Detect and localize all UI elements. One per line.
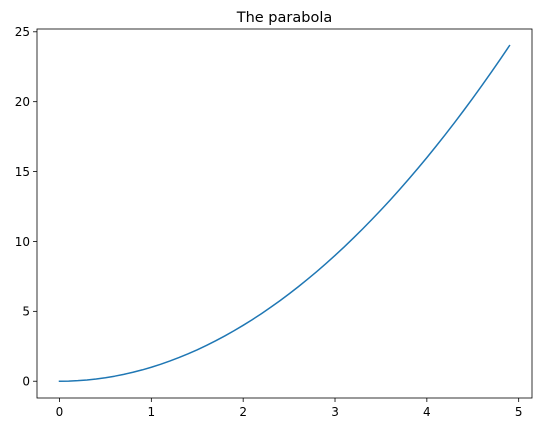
axes-frame [36, 28, 533, 399]
x-tick-label: 4 [423, 405, 431, 419]
y-tick-label: 20 [15, 95, 30, 109]
y-tick-label: 0 [22, 375, 30, 389]
y-tick-label: 25 [15, 25, 30, 39]
series-line-0 [58, 44, 511, 382]
y-tick-label: 5 [22, 305, 30, 319]
x-tick-label: 5 [515, 405, 523, 419]
y-tick-label: 10 [15, 235, 30, 249]
y-tick-label: 15 [15, 165, 30, 179]
x-tick-label: 1 [148, 405, 156, 419]
x-tick-label: 0 [56, 405, 64, 419]
chart-title: The parabola [236, 10, 333, 26]
x-tick-label: 3 [331, 405, 339, 419]
y-axis: 0 5 10 15 20 25 [15, 25, 37, 389]
x-axis: 0 1 2 3 4 5 [56, 398, 523, 419]
plot-area [58, 44, 511, 382]
x-tick-label: 2 [239, 405, 247, 419]
